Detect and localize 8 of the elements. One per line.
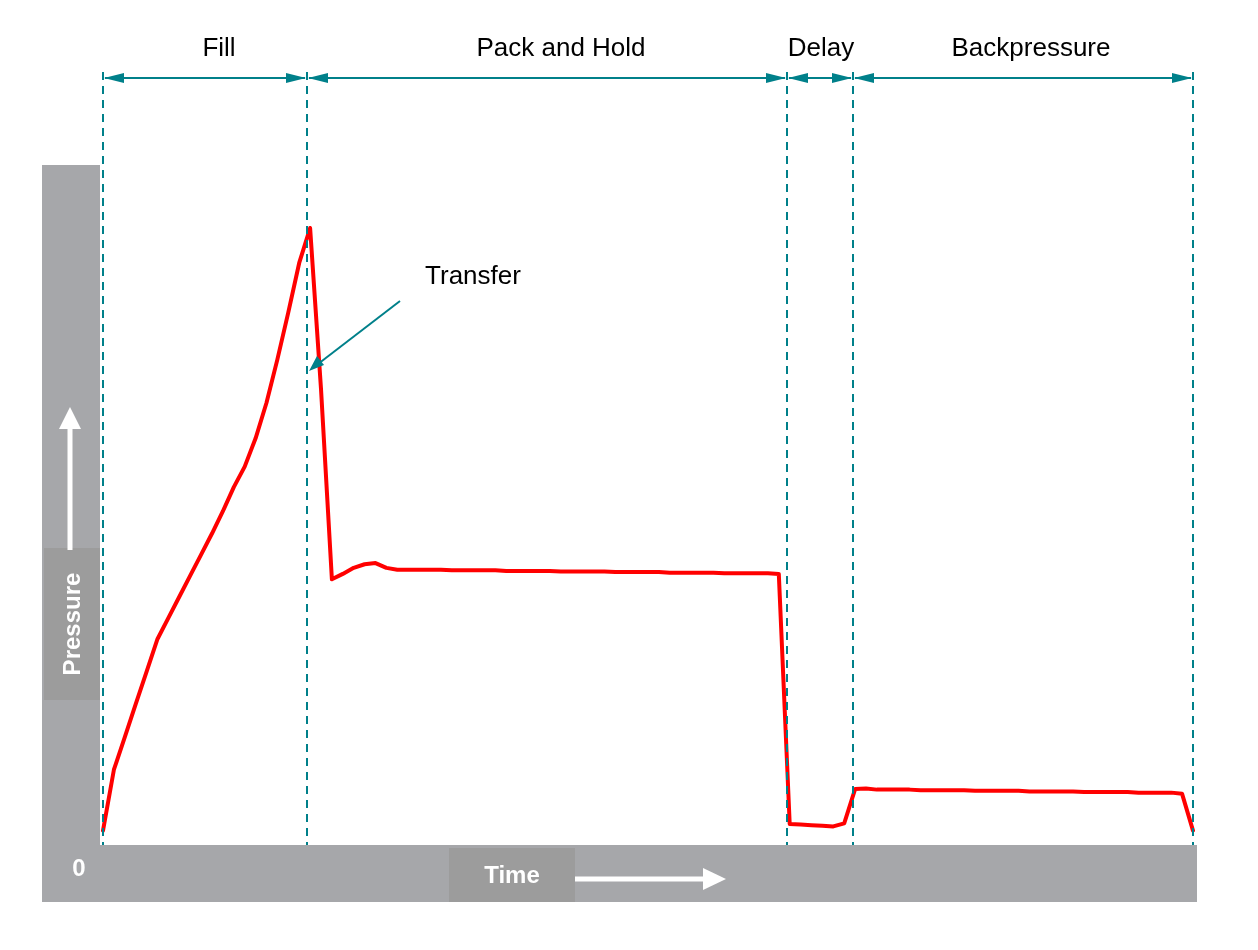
y-axis-title: Pressure bbox=[58, 572, 86, 676]
annotation: Transfer bbox=[425, 259, 521, 291]
text: Fill bbox=[202, 31, 236, 63]
text: Delay bbox=[787, 31, 855, 63]
text: Backpressure bbox=[951, 31, 1111, 63]
text: 0 bbox=[72, 854, 86, 882]
x-axis-title: Time bbox=[449, 848, 575, 902]
text: Pack and Hold bbox=[476, 31, 646, 63]
